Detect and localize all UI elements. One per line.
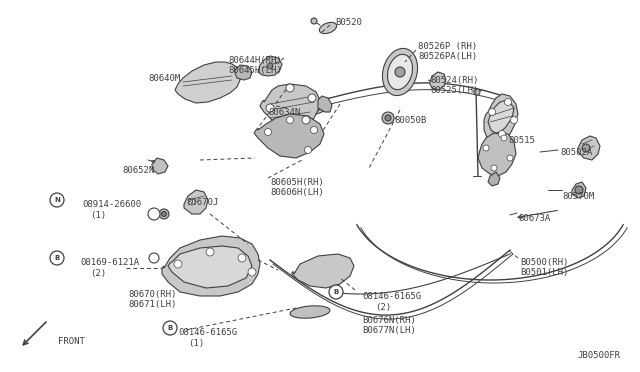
Circle shape [385, 115, 391, 121]
Ellipse shape [290, 306, 330, 318]
Text: (1): (1) [188, 339, 204, 348]
Text: 80605H(RH): 80605H(RH) [270, 178, 324, 187]
Circle shape [305, 147, 312, 154]
Text: 80670(RH): 80670(RH) [128, 290, 177, 299]
Circle shape [582, 144, 590, 152]
Circle shape [248, 268, 256, 276]
Circle shape [238, 254, 246, 262]
Circle shape [474, 89, 480, 95]
Text: B0677N(LH): B0677N(LH) [362, 326, 416, 335]
Text: 80644H(RH): 80644H(RH) [228, 56, 282, 65]
Circle shape [501, 135, 507, 141]
Circle shape [287, 116, 294, 124]
Polygon shape [488, 172, 500, 186]
Circle shape [310, 126, 317, 134]
Text: (2): (2) [375, 303, 391, 312]
Circle shape [311, 18, 317, 24]
Text: B0676N(RH): B0676N(RH) [362, 316, 416, 325]
Text: B: B [168, 325, 173, 331]
Polygon shape [430, 72, 446, 90]
Circle shape [174, 260, 182, 268]
Circle shape [50, 193, 64, 207]
Polygon shape [578, 136, 600, 160]
Text: B0501(LH): B0501(LH) [520, 268, 568, 277]
Circle shape [206, 248, 214, 256]
Circle shape [267, 63, 273, 69]
Polygon shape [254, 114, 324, 158]
Text: B: B [54, 255, 60, 261]
Text: (2): (2) [90, 269, 106, 278]
Text: 80652N: 80652N [122, 166, 154, 175]
Text: 80502A: 80502A [560, 148, 592, 157]
Ellipse shape [287, 99, 329, 117]
Circle shape [575, 186, 583, 194]
Circle shape [148, 208, 160, 220]
Text: B: B [333, 289, 339, 295]
Text: 80634N: 80634N [268, 108, 300, 117]
Polygon shape [260, 84, 320, 128]
Text: 80526P (RH): 80526P (RH) [418, 42, 477, 51]
Polygon shape [484, 94, 518, 144]
Circle shape [189, 199, 195, 205]
Ellipse shape [387, 54, 413, 90]
Polygon shape [168, 246, 252, 288]
Text: 80570M: 80570M [562, 192, 595, 201]
Polygon shape [292, 254, 354, 288]
Circle shape [149, 253, 159, 263]
Ellipse shape [383, 48, 417, 96]
Text: FRONT: FRONT [58, 337, 85, 346]
Text: 08169-6121A: 08169-6121A [80, 258, 139, 267]
Circle shape [161, 212, 166, 217]
Text: B0500(RH): B0500(RH) [520, 258, 568, 267]
Text: 08914-26600: 08914-26600 [82, 200, 141, 209]
Polygon shape [175, 62, 240, 103]
Polygon shape [152, 158, 168, 174]
Polygon shape [235, 65, 252, 80]
Circle shape [266, 104, 274, 112]
Ellipse shape [319, 22, 337, 33]
Ellipse shape [292, 102, 324, 114]
Text: 80670J: 80670J [186, 198, 218, 207]
Text: 80671(LH): 80671(LH) [128, 300, 177, 309]
Text: 08146-6165G: 08146-6165G [178, 328, 237, 337]
Text: JB0500FR: JB0500FR [577, 351, 620, 360]
Circle shape [329, 285, 343, 299]
Circle shape [163, 321, 177, 335]
Text: 80050B: 80050B [394, 116, 426, 125]
Text: 80606H(LH): 80606H(LH) [270, 188, 324, 197]
Circle shape [488, 109, 495, 115]
Circle shape [264, 128, 271, 135]
Polygon shape [478, 132, 516, 176]
Text: B0520: B0520 [335, 18, 362, 27]
Circle shape [382, 112, 394, 124]
Polygon shape [184, 190, 208, 214]
Text: (1): (1) [90, 211, 106, 220]
Text: 08146-6165G: 08146-6165G [362, 292, 421, 301]
Circle shape [483, 145, 489, 151]
Polygon shape [572, 182, 586, 198]
Polygon shape [258, 56, 282, 76]
Text: 80524(RH): 80524(RH) [430, 76, 478, 85]
Circle shape [491, 165, 497, 171]
Circle shape [395, 67, 405, 77]
Text: 80526PA(LH): 80526PA(LH) [418, 52, 477, 61]
Text: 80645H(LH): 80645H(LH) [228, 66, 282, 75]
Circle shape [504, 99, 511, 106]
Circle shape [50, 251, 64, 265]
Circle shape [159, 209, 169, 219]
Circle shape [308, 94, 316, 102]
Text: 80673A: 80673A [518, 214, 550, 223]
Polygon shape [318, 96, 332, 112]
Circle shape [507, 155, 513, 161]
Circle shape [302, 116, 310, 124]
Text: 80640M: 80640M [148, 74, 180, 83]
Circle shape [286, 84, 294, 92]
Circle shape [511, 116, 518, 124]
Text: 80515: 80515 [508, 136, 535, 145]
Text: 80525(LH): 80525(LH) [430, 86, 478, 95]
Polygon shape [488, 100, 514, 134]
Polygon shape [162, 236, 260, 296]
Circle shape [499, 131, 506, 138]
Text: N: N [54, 197, 60, 203]
